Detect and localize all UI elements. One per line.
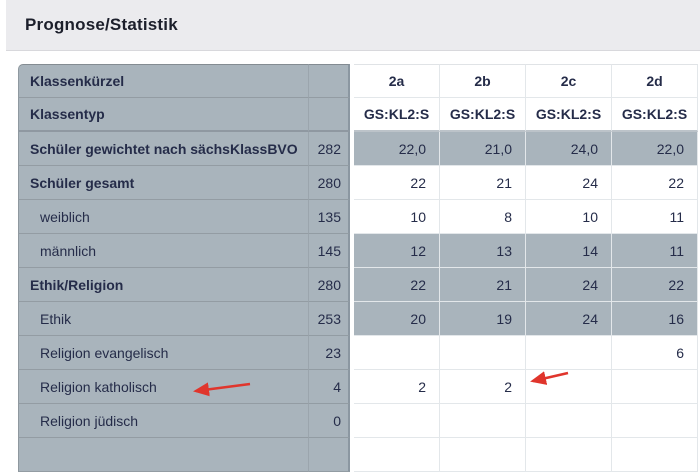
- row-label: Religion katholisch: [18, 370, 308, 404]
- stat-cell: [354, 404, 440, 438]
- stat-cell: 14: [526, 234, 612, 268]
- table-row: Klassentyp GS:KL2:S GS:KL2:S GS:KL2:S GS…: [18, 98, 698, 132]
- table-row: Klassenkürzel 2a 2b 2c 2d: [18, 64, 698, 98]
- row-label: Religion evangelisch: [18, 336, 308, 370]
- table-row: Ethik 253 20 19 24 16: [18, 302, 698, 336]
- stat-cell: 22: [354, 166, 440, 200]
- stat-cell: 11: [612, 234, 698, 268]
- row-label: Klassentyp: [18, 98, 308, 132]
- classtype-cell: GS:KL2:S: [526, 98, 612, 132]
- row-label: Ethik: [18, 302, 308, 336]
- stat-cell: 20: [354, 302, 440, 336]
- stat-cell: [354, 336, 440, 370]
- stat-cell: [354, 438, 440, 472]
- stat-cell: 6: [612, 336, 698, 370]
- stat-cell: [526, 370, 612, 404]
- row-label: Schüler gesamt: [18, 166, 308, 200]
- row-label: Ethik/Religion: [18, 268, 308, 302]
- stat-cell: 21,0: [440, 132, 526, 166]
- classtype-cell: GS:KL2:S: [612, 98, 698, 132]
- column-divider: [350, 200, 354, 234]
- stat-cell: [526, 438, 612, 472]
- column-divider: [350, 64, 354, 98]
- classtype-cell: GS:KL2:S: [440, 98, 526, 132]
- class-header-cell: 2b: [440, 64, 526, 98]
- stat-cell: [440, 438, 526, 472]
- table-row: Schüler gewichtet nach sächsKlassBVO 282…: [18, 132, 698, 166]
- stat-cell: 22: [612, 166, 698, 200]
- stat-cell: [526, 336, 612, 370]
- column-divider: [350, 268, 354, 302]
- stat-cell: 24: [526, 268, 612, 302]
- row-total-count: 280: [308, 166, 350, 200]
- table-row: männlich 145 12 13 14 11: [18, 234, 698, 268]
- stat-cell: 24,0: [526, 132, 612, 166]
- classtype-cell: GS:KL2:S: [354, 98, 440, 132]
- stat-cell: 8: [440, 200, 526, 234]
- stat-cell: 10: [526, 200, 612, 234]
- stat-cell: [526, 404, 612, 438]
- stat-cell: 2: [440, 370, 526, 404]
- row-total-count: 4: [308, 370, 350, 404]
- row-label: Schüler gewichtet nach sächsKlassBVO: [18, 132, 308, 166]
- stat-cell: 16: [612, 302, 698, 336]
- table-row: Religion jüdisch 0: [18, 404, 698, 438]
- row-total-count: [308, 98, 350, 132]
- stat-cell: 21: [440, 166, 526, 200]
- stat-cell: 2: [354, 370, 440, 404]
- stat-cell: 22: [612, 268, 698, 302]
- table-row: Ethik/Religion 280 22 21 24 22: [18, 268, 698, 302]
- page-header: Prognose/Statistik: [6, 0, 700, 51]
- stat-cell: 22,0: [354, 132, 440, 166]
- class-header-cell: 2c: [526, 64, 612, 98]
- column-divider: [350, 98, 354, 132]
- stat-cell: [440, 336, 526, 370]
- column-divider: [350, 404, 354, 438]
- page-title: Prognose/Statistik: [25, 15, 178, 34]
- row-label: weiblich: [18, 200, 308, 234]
- column-divider: [350, 370, 354, 404]
- stat-cell: [612, 404, 698, 438]
- stat-cell: 24: [526, 302, 612, 336]
- stat-cell: 22: [354, 268, 440, 302]
- row-total-count: [308, 64, 350, 98]
- table-row-partial: [18, 438, 698, 472]
- row-total-count: 23: [308, 336, 350, 370]
- stat-cell: 19: [440, 302, 526, 336]
- row-total-count: [308, 438, 350, 472]
- row-label: männlich: [18, 234, 308, 268]
- class-header-cell: 2d: [612, 64, 698, 98]
- table-row: Schüler gesamt 280 22 21 24 22: [18, 166, 698, 200]
- stat-cell: 24: [526, 166, 612, 200]
- row-total-count: 282: [308, 132, 350, 166]
- column-divider: [350, 132, 354, 166]
- stat-cell: [612, 438, 698, 472]
- table-row: Religion evangelisch 23 6: [18, 336, 698, 370]
- statistics-table: Klassenkürzel 2a 2b 2c 2d Klassentyp GS:…: [18, 64, 698, 472]
- column-divider: [350, 302, 354, 336]
- row-total-count: 145: [308, 234, 350, 268]
- row-total-count: 280: [308, 268, 350, 302]
- row-total-count: 253: [308, 302, 350, 336]
- stat-cell: 11: [612, 200, 698, 234]
- column-divider: [350, 234, 354, 268]
- row-label: [18, 438, 308, 472]
- row-total-count: 135: [308, 200, 350, 234]
- class-header-cell: 2a: [354, 64, 440, 98]
- table-row: Religion katholisch 4 2 2: [18, 370, 698, 404]
- stat-cell: 22,0: [612, 132, 698, 166]
- table-row: weiblich 135 10 8 10 11: [18, 200, 698, 234]
- stat-cell: 13: [440, 234, 526, 268]
- stat-cell: [612, 370, 698, 404]
- row-total-count: 0: [308, 404, 350, 438]
- stat-cell: 21: [440, 268, 526, 302]
- row-label: Religion jüdisch: [18, 404, 308, 438]
- stat-cell: 12: [354, 234, 440, 268]
- column-divider: [350, 336, 354, 370]
- column-divider: [350, 166, 354, 200]
- stat-cell: 10: [354, 200, 440, 234]
- row-label: Klassenkürzel: [18, 64, 308, 98]
- stat-cell: [440, 404, 526, 438]
